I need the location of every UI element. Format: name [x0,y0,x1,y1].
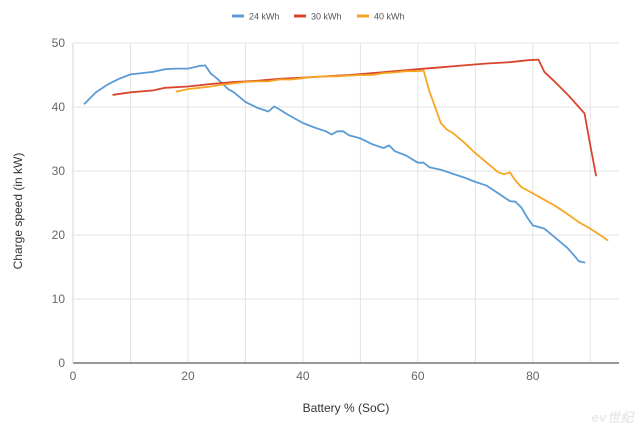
x-tick-label: 0 [70,369,77,383]
y-tick-label: 30 [52,164,66,178]
legend-label: 30 kWh [311,12,342,22]
grid [73,42,619,363]
y-tick-label: 40 [52,100,66,114]
axes: 0 10 20 30 40 50 0 20 40 60 80 [52,36,619,383]
y-tick-label: 50 [52,36,66,50]
watermark-logo: ev世纪 [591,410,634,425]
legend-label: 24 kWh [249,12,280,22]
x-tick-label: 40 [296,369,310,383]
series-line-30-kwh [112,58,597,177]
y-axis-title: Charge speed (in kW) [11,153,25,270]
x-tick-label: 60 [411,369,425,383]
legend-label: 40 kWh [374,12,405,22]
y-tick-label: 20 [52,228,66,242]
x-tick-label: 20 [181,369,195,383]
y-tick-label: 10 [52,292,66,306]
series-line-24-kwh [83,64,586,264]
y-tick-label: 0 [58,356,65,370]
series-line-40-kwh [175,69,609,241]
x-tick-label: 80 [526,369,540,383]
legend: 24 kWh 30 kWh 40 kWh [232,12,405,22]
x-axis-title: Battery % (SoC) [303,401,390,415]
series-lines [83,58,609,264]
